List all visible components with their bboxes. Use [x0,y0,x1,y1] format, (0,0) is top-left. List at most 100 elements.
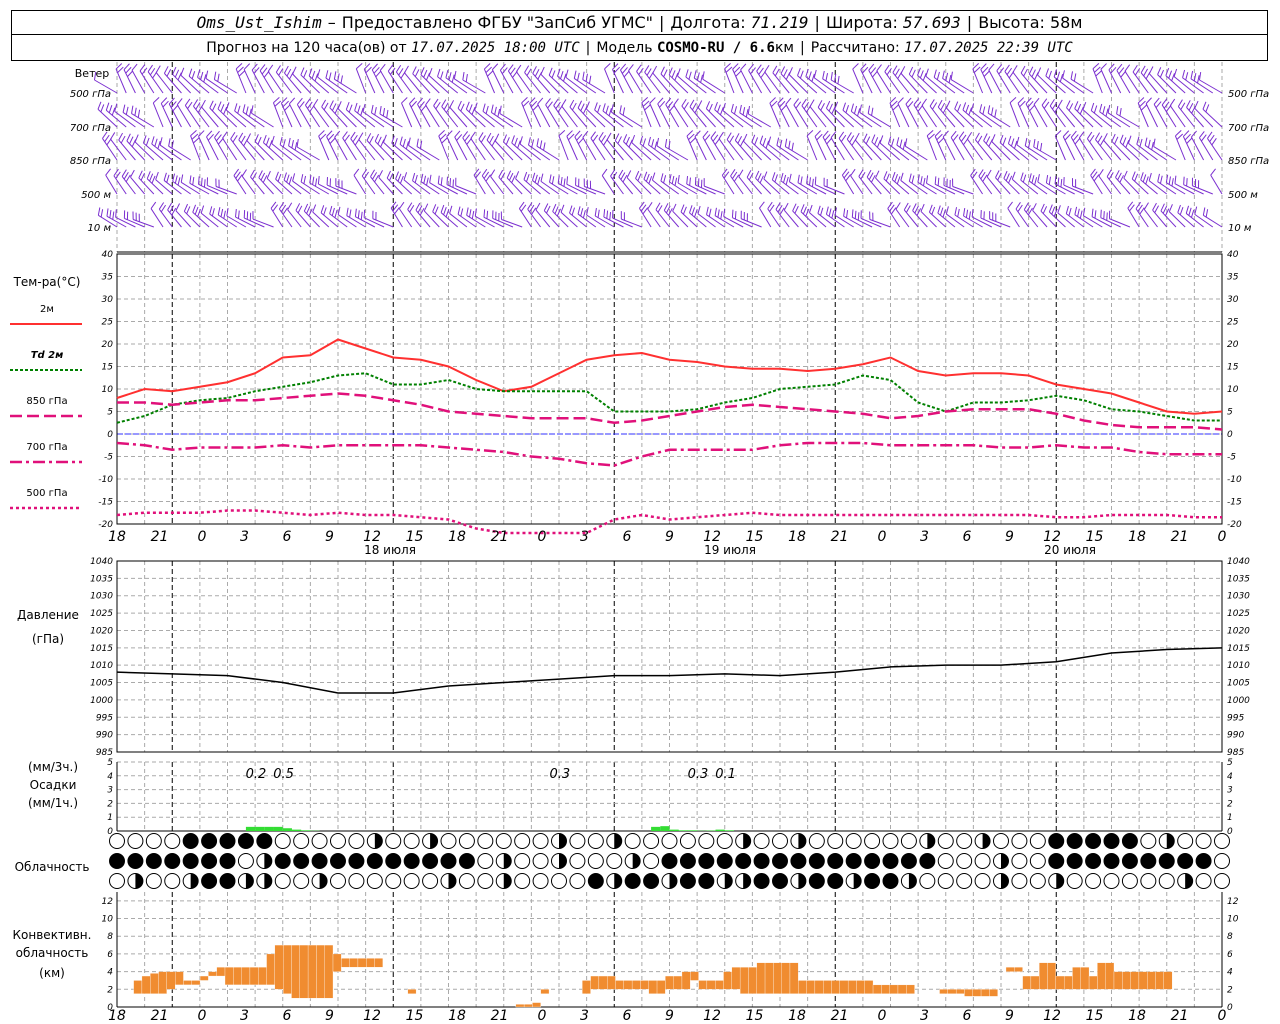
wind-barb-shaft [190,135,201,161]
wind-barb-shaft [995,177,1011,195]
wind-barb-feather [571,207,576,216]
wind-barb-feather [1160,203,1165,212]
wind-barb-feather [549,174,552,183]
wind-barb-feather [779,100,786,108]
wind-barb-shaft [859,112,882,128]
conv-bar [141,975,151,994]
cloud-symbol [514,833,531,849]
wind-barb-shaft [379,113,403,128]
wind-barb-shaft [830,137,845,161]
wind-barb [1020,172,1039,195]
conv-bar [266,953,276,986]
wind-barb [573,70,597,94]
wind-barb-shaft [198,136,210,161]
wind-barb [1037,67,1057,94]
wind-barb-shaft [305,104,321,128]
wind-barb-feather [942,209,946,218]
wind-barb-feather [965,104,970,113]
cloud-circle [551,873,567,889]
wind-barb-shaft [602,110,624,128]
wind-barb-feather [1059,73,1064,82]
conv-bar [864,980,874,994]
cloud-circle [458,873,475,889]
wind-barb-feather [920,203,925,212]
wind-barb [942,130,956,161]
wind-barb-feather [1108,63,1115,71]
wind-barb-feather [986,169,992,178]
wind-barb-feather [197,209,201,217]
wind-barb [1194,206,1214,228]
wind-barb [1057,99,1076,128]
wind-barb-feather [1057,177,1060,186]
wind-barb-feather [374,107,377,116]
wind-barb [1020,65,1039,94]
wind-barb [1103,133,1122,161]
y-tick-left: 40 [102,250,114,260]
wind-barb-feather [369,136,374,144]
wind-barb [945,100,965,128]
wind-barb-feather [1064,133,1071,141]
cloud-circle [772,833,788,849]
wind-barb-shaft [230,138,247,161]
wind-barb-feather [1168,70,1173,79]
wind-barb [822,130,836,161]
cloud-half [448,873,457,889]
wind-barb-shaft [235,68,247,94]
cloud-half [319,873,328,889]
wind-barb-feather [465,73,468,83]
wind-barb-feather [640,204,647,212]
wind-barb-feather [1022,174,1027,183]
wind-barb [374,133,394,161]
wind-barb-feather [223,210,226,219]
wind-barb-feather [323,102,329,111]
wind-barb-feather [826,137,833,145]
wind-barb-feather [948,74,952,83]
wind-barb-shaft [318,135,330,161]
wind-barb-feather [730,103,734,112]
wind-barb-feather [321,99,327,108]
wind-barb-shaft [710,137,726,161]
wind-barb-shaft [584,186,606,195]
cloud-circle [661,833,678,849]
wind-barb-feather [783,174,787,183]
cloud-symbol [1048,873,1065,889]
wind-barb-shaft [540,73,560,94]
wind-barb-feather [1175,130,1182,137]
wind-barb-feather [799,70,804,79]
wind-barb-shaft [164,73,182,94]
wind-barb-feather [805,68,809,77]
conv-bar [889,984,899,994]
y-tick-right: 1000 [1227,696,1250,706]
wind-barb-feather [797,174,800,183]
wind-barb-feather [887,136,892,145]
wind-barb-feather [360,107,364,116]
wind-barb-shaft [785,146,808,161]
wind-barb-shaft [428,75,449,94]
wind-barb-feather [109,209,112,219]
wind-barb-feather [217,73,220,82]
wind-barb-feather [1103,211,1105,220]
wind-barb-feather [240,135,246,144]
wind-barb-feather [774,68,780,77]
wind-barb-feather [654,141,658,150]
wind-barb [718,131,735,161]
wind-barb [569,205,587,228]
wind-barb [123,63,136,94]
wind-barb-feather [1062,70,1065,79]
wind-barb-shaft [686,135,698,161]
wind-barb [628,64,643,94]
wind-barb-feather [267,64,274,72]
wind-barb [511,135,532,161]
cloud-symbol [808,873,825,889]
wind-barb-shaft [573,78,597,94]
wind-barb-feather [511,135,515,144]
wind-barb-shaft [668,74,689,94]
wind-barb [345,101,366,128]
wind-barb [184,98,201,128]
pressure-line [116,647,1223,694]
wind-barb-feather [697,205,701,214]
wind-barb-feather [841,168,848,176]
time-tick-label: 0 [538,529,547,545]
cloud-symbol [237,833,254,849]
wind-barb [1066,100,1085,128]
